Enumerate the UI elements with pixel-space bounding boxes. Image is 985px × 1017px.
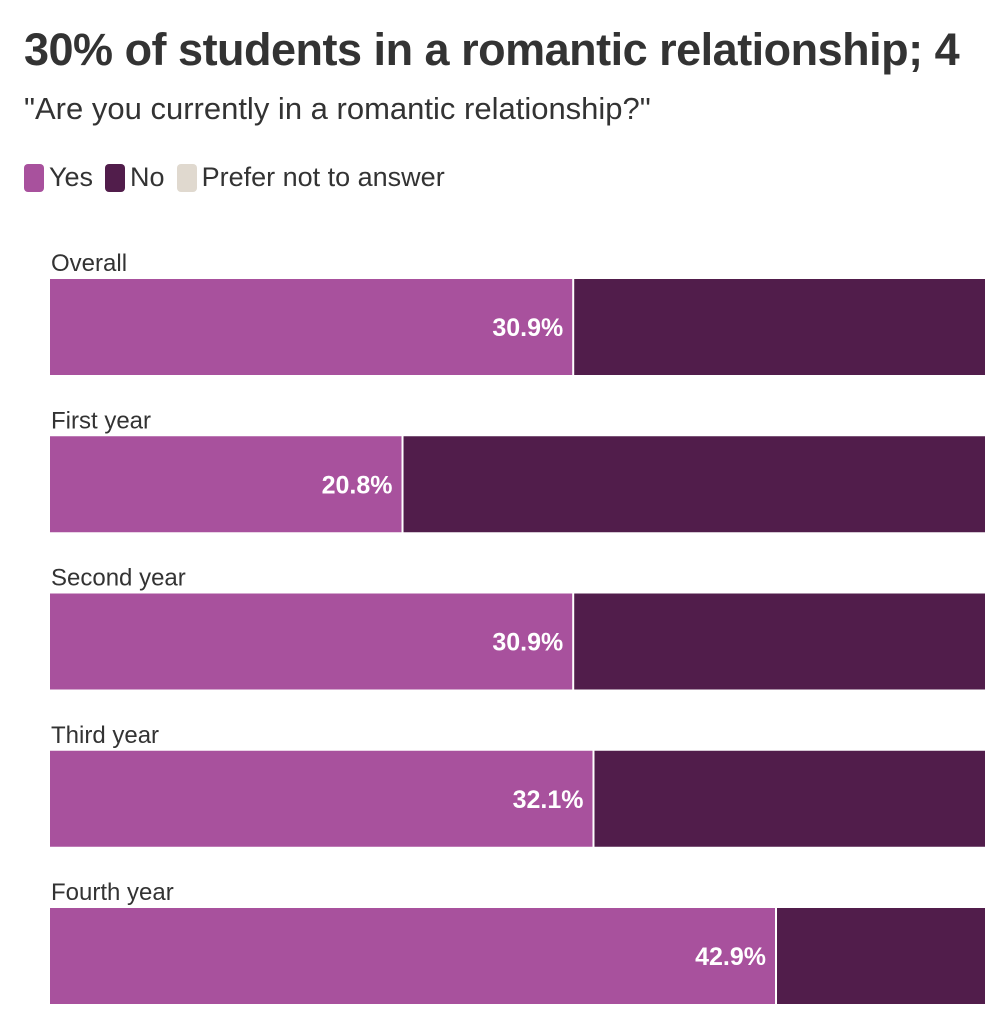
bar-yes-overall — [50, 279, 573, 375]
bar-yes-second-year — [50, 593, 573, 690]
row-label-overall: Overall — [51, 250, 127, 277]
legend-label-no: No — [130, 162, 165, 192]
chart-subtitle: "Are you currently in a romantic relatio… — [24, 91, 651, 126]
bar-no-second-year — [574, 593, 985, 690]
legend-item-yes: Yes — [24, 162, 93, 193]
value-label-yes-third-year: 32.1% — [513, 786, 584, 814]
legend-label-prefer-not: Prefer not to answer — [201, 162, 445, 192]
value-label-yes-second-year: 30.9% — [492, 629, 563, 657]
legend: Yes No Prefer not to answer — [24, 162, 457, 193]
bar-yes-third-year — [50, 750, 593, 847]
chart-title: 30% of students in a romantic relationsh… — [24, 24, 960, 75]
row-label-fourth-year: Fourth year — [51, 879, 174, 906]
row-label-first-year: First year — [51, 407, 151, 434]
bar-no-overall — [574, 279, 985, 375]
legend-item-prefer-not: Prefer not to answer — [176, 162, 445, 193]
legend-swatch-yes — [24, 163, 44, 192]
legend-swatch-prefer-not — [176, 163, 197, 192]
bar-no-first-year — [403, 436, 985, 533]
row-label-second-year: Second year — [51, 565, 186, 592]
bar-yes-fourth-year — [50, 908, 776, 1004]
legend-item-no: No — [105, 162, 165, 193]
value-label-yes-fourth-year: 42.9% — [695, 943, 766, 971]
bar-no-fourth-year — [777, 908, 985, 1004]
legend-label-yes: Yes — [49, 162, 94, 192]
value-label-yes-overall: 30.9% — [492, 314, 563, 342]
value-label-yes-first-year: 20.8% — [322, 471, 393, 499]
row-label-third-year: Third year — [51, 722, 159, 749]
legend-swatch-no — [105, 163, 126, 192]
bar-yes-first-year — [50, 436, 402, 533]
bar-no-third-year — [594, 750, 985, 847]
